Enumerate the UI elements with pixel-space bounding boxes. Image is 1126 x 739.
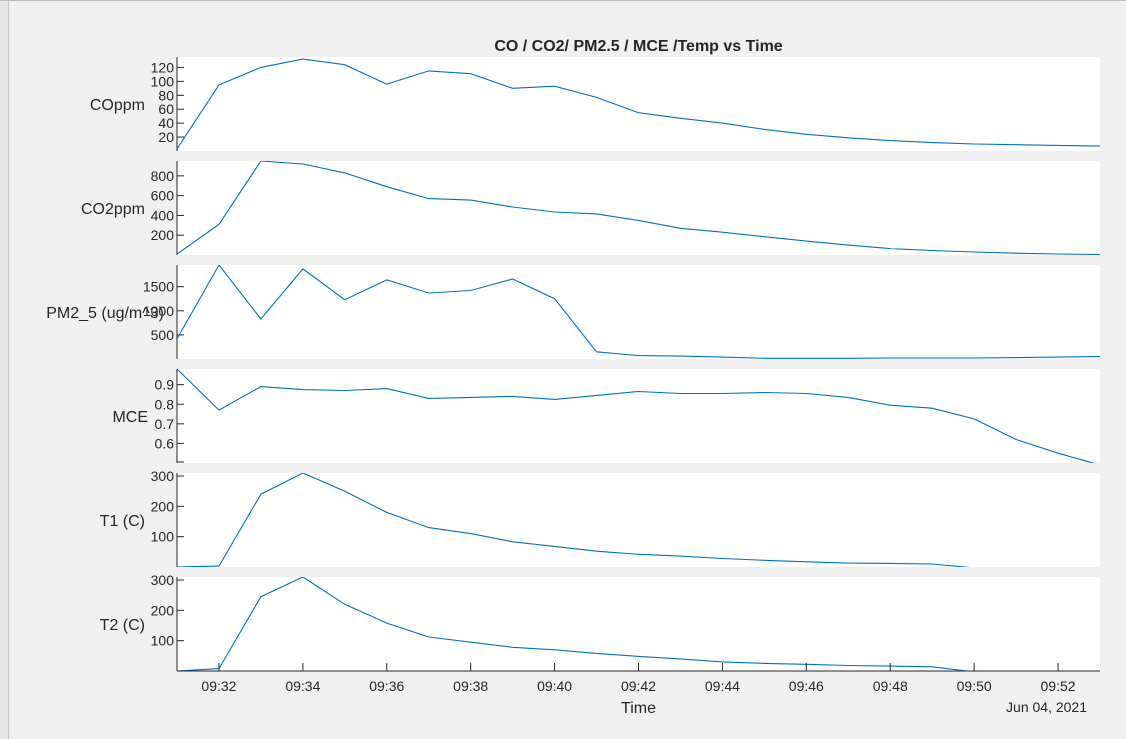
y-tick-label: 600 xyxy=(151,188,175,204)
y-axis-label: COppm xyxy=(90,97,145,114)
series-line-4 xyxy=(177,369,1095,463)
y-tick-label: 20 xyxy=(158,129,174,145)
x-tick-label: 09:40 xyxy=(537,678,572,694)
y-tick-label: 40 xyxy=(158,115,174,131)
y-tick-label: 120 xyxy=(151,59,175,75)
y-tick-label: 60 xyxy=(158,101,174,117)
y-axis-label: CO2ppm xyxy=(81,201,145,218)
y-tick-label: 1500 xyxy=(143,279,174,295)
y-tick-label: 300 xyxy=(151,572,175,588)
y-tick-label: 100 xyxy=(151,73,175,89)
y-tick-label: 100 xyxy=(151,633,175,649)
y-tick-label: 0.7 xyxy=(155,416,175,432)
axes-background xyxy=(177,265,1100,359)
subplots-group: 20406080100120COppm200400600800CO2ppm500… xyxy=(46,57,1100,671)
y-tick-label: 100 xyxy=(151,529,175,545)
series-line-1 xyxy=(177,58,1100,150)
x-axis-label: Time xyxy=(621,700,656,717)
series-line-3 xyxy=(177,265,1100,359)
window-left-edge xyxy=(0,0,9,739)
axes-background xyxy=(177,57,1100,151)
x-tick-label: 09:50 xyxy=(957,678,992,694)
chart-title: CO / CO2/ PM2.5 / MCE /Temp vs Time xyxy=(494,38,782,55)
y-axis-label: MCE xyxy=(112,409,148,426)
axes-background xyxy=(177,161,1100,255)
y-axis-label: PM2_5 (ug/m^3) xyxy=(46,305,164,322)
subplot-5: 100 200 300 T1 (C) xyxy=(100,468,1100,567)
axes-background xyxy=(177,473,1100,567)
y-axis-label: T1 (C) xyxy=(100,513,145,530)
y-tick-label: 0.8 xyxy=(155,396,175,412)
y-tick-label: 1000 xyxy=(143,303,174,319)
subplot-2: 200 400 600 800 CO2ppm xyxy=(81,161,1100,255)
x-axis-group: 09:32 09:34 09:36 09:38 09:40 09:42 09:44 09:46… xyxy=(177,663,1100,694)
y-tick-label: 200 xyxy=(151,602,175,618)
series-line-2 xyxy=(177,161,1100,255)
y-tick-label: 800 xyxy=(151,168,175,184)
window-top-edge xyxy=(0,0,1126,1)
x-tick-label: 09:48 xyxy=(873,678,908,694)
y-tick-label: 0.6 xyxy=(155,435,175,451)
y-tick-label: 80 xyxy=(158,87,174,103)
x-tick-label: 09:36 xyxy=(369,678,404,694)
x-axis-date-label: Jun 04, 2021 xyxy=(1006,699,1087,715)
subplot-3: 500 1000 1500 PM2_5 (ug/m^3) xyxy=(46,265,1100,359)
x-tick-label: 09:44 xyxy=(705,678,740,694)
x-tick-label: 09:38 xyxy=(453,678,488,694)
y-tick-label: 300 xyxy=(151,468,175,484)
x-tick-label: 09:52 xyxy=(1041,678,1076,694)
x-tick-label: 09:46 xyxy=(789,678,824,694)
y-tick-label: 200 xyxy=(151,498,175,514)
subplot-4: 0.6 0.7 0.8 0.9 MCE xyxy=(112,369,1100,463)
axes-background xyxy=(177,577,1100,671)
x-tick-label: 09:32 xyxy=(201,678,236,694)
x-tick-label: 09:34 xyxy=(285,678,320,694)
y-axis-label: T2 (C) xyxy=(100,617,145,634)
subplot-6: 100 200 300 T2 (C) xyxy=(100,572,1100,671)
y-tick-label: 400 xyxy=(151,207,175,223)
series-line-6 xyxy=(177,577,972,671)
y-tick-label: 0.9 xyxy=(155,377,175,393)
y-tick-label: 500 xyxy=(151,327,175,343)
y-tick-label: 200 xyxy=(151,227,175,243)
x-tick-label: 09:42 xyxy=(621,678,656,694)
axes-background xyxy=(177,369,1100,463)
series-line-5 xyxy=(177,473,971,567)
